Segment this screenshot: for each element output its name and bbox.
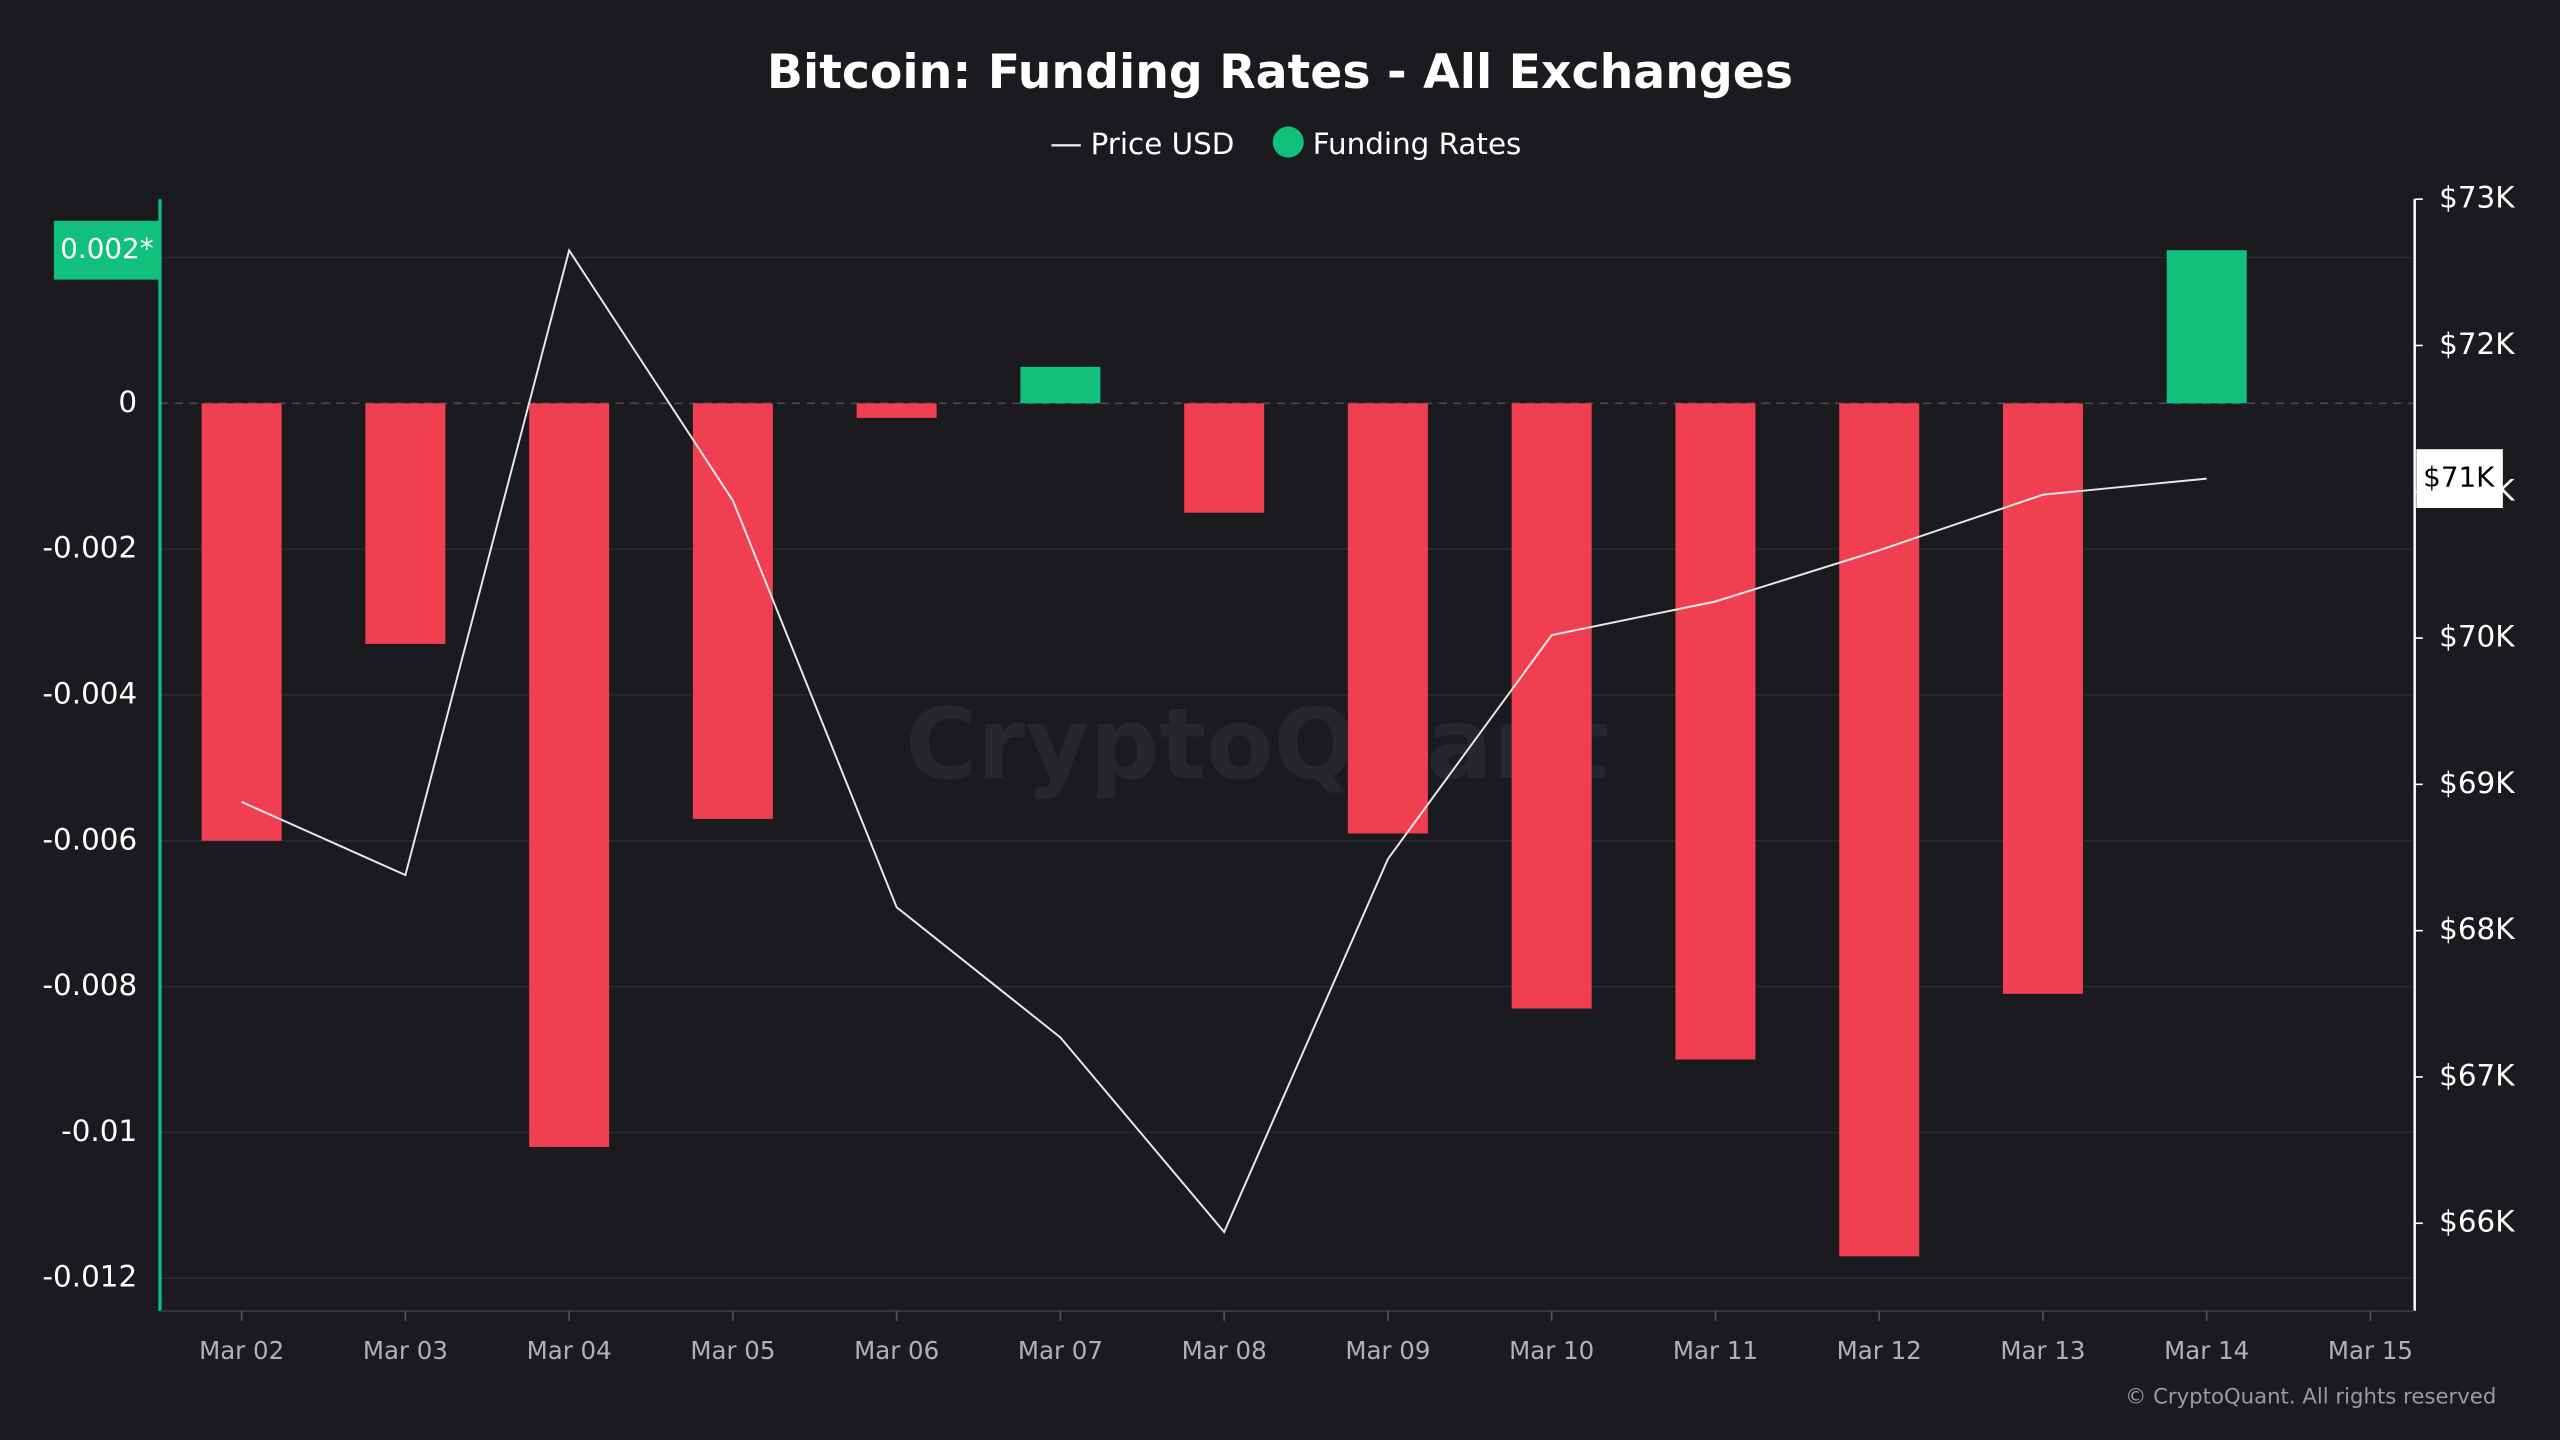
footer: © CryptoQuant. All rights reserved <box>2125 1385 2496 1410</box>
value-label: 0.002* <box>60 232 153 265</box>
bar <box>1839 403 1920 1257</box>
bar <box>1675 403 1756 1060</box>
x-tick-label: Mar 12 <box>1837 1336 1922 1365</box>
bar <box>856 403 937 418</box>
value-label: $71K <box>2423 461 2495 494</box>
y2-tick-label: $72K <box>2439 327 2515 361</box>
value-badge <box>53 220 161 280</box>
y-tick-label: -0.002 <box>42 531 137 565</box>
bar <box>529 403 610 1147</box>
price-line <box>241 248 2207 1234</box>
y2-tick-label: $73K <box>2439 181 2515 215</box>
watermark: CryptoQuant <box>905 688 1609 802</box>
y-tick-label: 0 <box>118 385 137 419</box>
chart-title: Bitcoin: Funding Rates - All Exchanges <box>767 45 1793 100</box>
y2-tick-label: $70K <box>2439 620 2515 654</box>
value-badge <box>2416 449 2503 508</box>
y-tick-label: -0.004 <box>42 676 137 710</box>
x-tick-label: Mar 02 <box>199 1336 284 1365</box>
x-tick-label: Mar 03 <box>363 1336 448 1365</box>
x-tick-label: Mar 10 <box>1509 1336 1594 1365</box>
legend-label[interactable]: Price USD <box>1091 127 1235 161</box>
bar <box>201 403 282 841</box>
legend-icon <box>1272 126 1304 158</box>
y2-tick-label: $66K <box>2439 1205 2515 1239</box>
x-tick-label: Mar 11 <box>1673 1336 1758 1365</box>
y-tick-label: -0.006 <box>42 822 137 856</box>
x-tick-label: Mar 08 <box>1182 1336 1267 1365</box>
x-tick-label: Mar 04 <box>527 1336 612 1365</box>
bar <box>2166 250 2247 404</box>
y-tick-label: -0.012 <box>42 1260 137 1294</box>
x-tick-label: Mar 07 <box>1018 1336 1103 1365</box>
x-tick-label: Mar 05 <box>690 1336 775 1365</box>
bar <box>1511 403 1592 1009</box>
x-tick-label: Mar 06 <box>854 1336 939 1365</box>
bar <box>692 403 773 819</box>
x-tick-label: Mar 15 <box>2328 1336 2413 1365</box>
bar <box>1020 366 1101 404</box>
y2-tick-label: $68K <box>2439 912 2515 946</box>
legend-label[interactable]: Funding Rates <box>1313 127 1522 161</box>
bar <box>365 403 446 644</box>
y-tick-label: -0.01 <box>61 1114 137 1148</box>
x-tick-label: Mar 14 <box>2164 1336 2249 1365</box>
bar <box>1347 403 1428 834</box>
y-tick-label: -0.008 <box>42 968 137 1002</box>
x-tick-label: Mar 13 <box>2000 1336 2085 1365</box>
bar <box>2002 403 2083 994</box>
y2-tick-label: $69K <box>2439 766 2515 800</box>
x-tick-label: Mar 09 <box>1345 1336 1430 1365</box>
bar <box>1184 403 1265 513</box>
y2-tick-label: $67K <box>2439 1058 2515 1092</box>
